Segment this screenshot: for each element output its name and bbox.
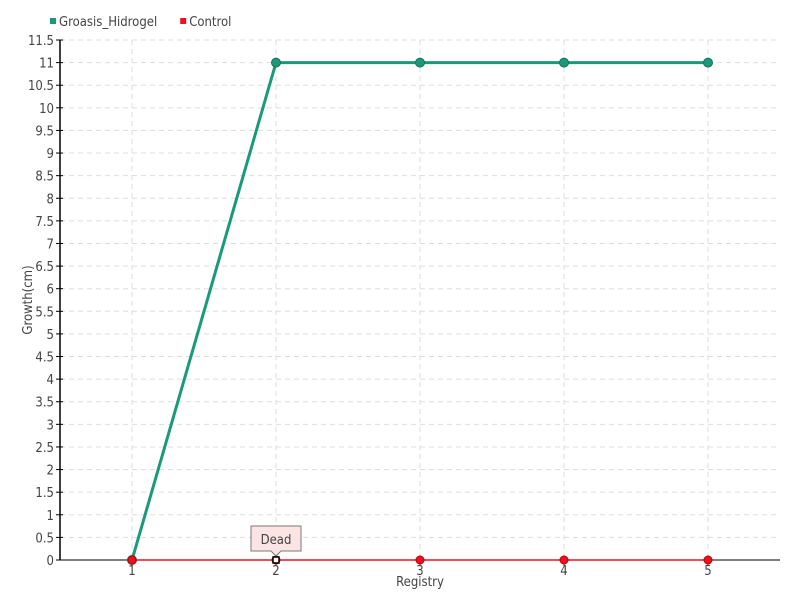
y-tick-label: 4	[47, 373, 54, 388]
y-tick-label: 10	[39, 102, 54, 117]
annotation-label: Dead	[261, 533, 292, 548]
y-tick-label: 3.5	[35, 396, 54, 411]
y-tick-label: 8.5	[35, 170, 54, 185]
data-point	[415, 57, 425, 68]
y-tick-label: 6.5	[35, 260, 54, 275]
y-tick-label: 9	[47, 147, 54, 162]
data-point	[559, 555, 569, 565]
data-point	[703, 57, 713, 68]
y-tick-label: 1.5	[35, 486, 54, 501]
data-point	[271, 57, 281, 68]
y-tick-label: 1	[47, 509, 54, 524]
y-tick-label: 3	[47, 418, 54, 433]
legend-swatch	[50, 18, 56, 24]
data-point	[703, 555, 713, 565]
y-tick-label: 0.5	[35, 531, 54, 546]
x-tick-label: 3	[416, 564, 423, 579]
y-tick-label: 4.5	[35, 351, 54, 366]
y-tick-label: 11	[39, 57, 54, 72]
y-tick-label: 2.5	[35, 441, 54, 456]
x-tick-label: 2	[272, 564, 279, 579]
y-tick-label: 2	[47, 464, 54, 479]
x-tick-label: 4	[560, 564, 567, 579]
x-tick-label: 1	[128, 564, 135, 579]
y-tick-label: 6	[47, 283, 54, 298]
y-axis-label: Growth(cm)	[21, 265, 36, 334]
y-tick-label: 7.5	[35, 215, 54, 230]
legend-label: Groasis_Hidrogel	[59, 15, 157, 30]
y-tick-label: 10.5	[28, 79, 54, 94]
y-tick-label: 9.5	[35, 124, 54, 139]
x-axis-label: Registry	[396, 575, 444, 590]
y-tick-label: 8	[47, 192, 54, 207]
annotation-callout	[250, 525, 302, 557]
legend-label: Control	[189, 15, 231, 30]
data-point	[415, 555, 425, 565]
data-point	[127, 555, 137, 565]
y-tick-label: 7	[47, 237, 54, 252]
legend-swatch	[180, 18, 187, 24]
x-tick-label: 5	[704, 564, 711, 579]
y-tick-label: 11.5	[28, 34, 54, 49]
y-tick-label: 5.5	[35, 305, 54, 320]
annotation-marker	[272, 556, 280, 564]
y-tick-label: 5	[47, 328, 54, 343]
data-point	[559, 57, 569, 68]
y-tick-label: 0	[47, 554, 54, 569]
